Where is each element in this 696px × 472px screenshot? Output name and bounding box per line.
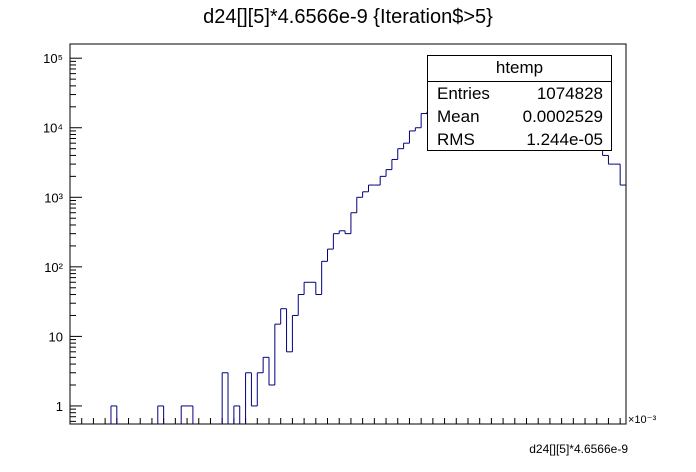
chart-title: d24[][5]*4.6566e-9 {Iteration$>5} bbox=[203, 6, 493, 28]
x-axis-multiplier: ×10⁻³ bbox=[628, 414, 656, 426]
y-tick-label: 10³ bbox=[44, 190, 63, 205]
stats-label: RMS bbox=[437, 130, 475, 149]
y-tick-label: 10 bbox=[49, 329, 63, 344]
stats-value: 1074828 bbox=[536, 84, 603, 103]
y-tick-label: 10² bbox=[44, 260, 63, 275]
stats-box: htemp Entries 1074828 Mean 0.0002529 RMS… bbox=[427, 55, 612, 151]
x-axis-label: d24[][5]*4.6566e-9 bbox=[529, 442, 628, 456]
stats-box-title: htemp bbox=[428, 56, 611, 82]
y-tick-label: 10⁵ bbox=[43, 51, 63, 66]
y-tick-label: 1 bbox=[56, 399, 63, 414]
stats-row-mean: Mean 0.0002529 bbox=[428, 105, 611, 128]
y-tick-label: 10⁴ bbox=[43, 121, 63, 136]
stats-value: 1.244e-05 bbox=[526, 130, 603, 149]
stats-row-entries: Entries 1074828 bbox=[428, 82, 611, 105]
stats-row-rms: RMS 1.244e-05 bbox=[428, 128, 611, 151]
stats-label: Entries bbox=[437, 84, 490, 103]
stats-label: Mean bbox=[437, 107, 480, 126]
stats-value: 0.0002529 bbox=[522, 107, 603, 126]
